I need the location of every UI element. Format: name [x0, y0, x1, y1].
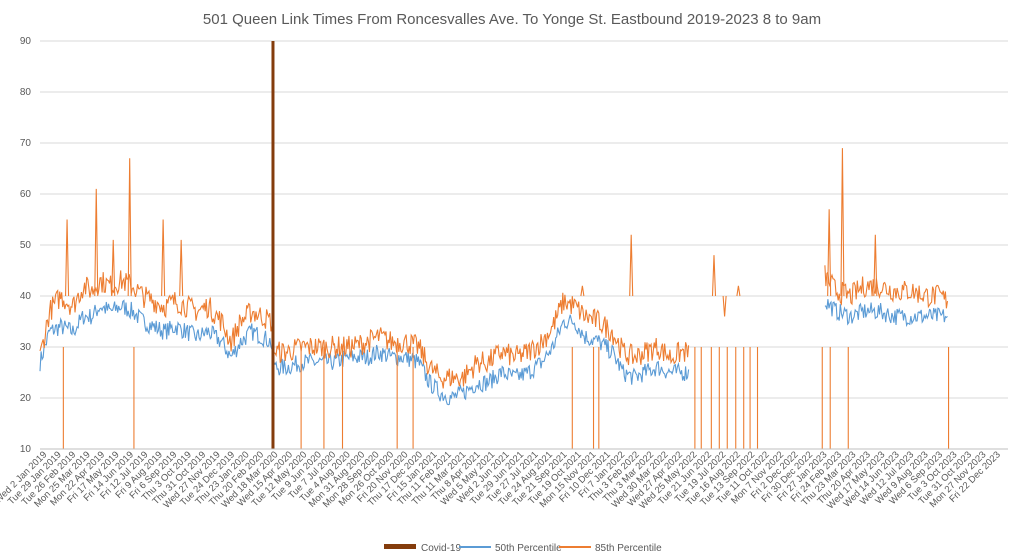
series-line-85th — [39, 265, 949, 389]
spike-point — [827, 209, 832, 297]
spike-point — [111, 239, 116, 297]
chart-title: 501 Queen Link Times From Roncesvalles A… — [203, 11, 821, 28]
y-tick-label: 50 — [20, 240, 32, 251]
spike-point — [873, 234, 878, 297]
spike-point — [736, 285, 741, 297]
spike-point — [629, 234, 634, 297]
y-tick-label: 70 — [20, 138, 32, 149]
y-tick-label: 20 — [20, 393, 32, 404]
y-tick-label: 30 — [20, 342, 32, 353]
legend-label-covid: Covid-19 — [421, 543, 461, 554]
y-tick-label: 60 — [20, 189, 32, 200]
series-lines — [39, 41, 950, 449]
covid-bar — [271, 41, 275, 449]
y-tick-label: 80 — [20, 87, 32, 98]
legend-label-85th: 85th Percentile — [595, 543, 662, 554]
y-tick-label: 40 — [20, 291, 32, 302]
legend-swatch-covid — [384, 544, 416, 549]
spike-point — [580, 285, 585, 297]
spike-point — [94, 188, 99, 297]
y-tick-label: 10 — [20, 444, 32, 455]
legend: Covid-19 50th Percentile 85th Percentile — [384, 543, 662, 554]
spike-point — [711, 255, 717, 297]
spike-point — [161, 219, 166, 297]
y-axis: 10 20 30 40 50 60 70 80 90 — [20, 36, 32, 455]
y-tick-label: 90 — [20, 36, 32, 47]
spike-point — [65, 219, 70, 297]
spike-point — [722, 295, 727, 317]
gridlines — [40, 40, 1008, 450]
spike-point — [840, 148, 845, 297]
spike-point — [127, 158, 132, 297]
legend-label-50th: 50th Percentile — [495, 543, 562, 554]
spike-point — [179, 239, 184, 297]
